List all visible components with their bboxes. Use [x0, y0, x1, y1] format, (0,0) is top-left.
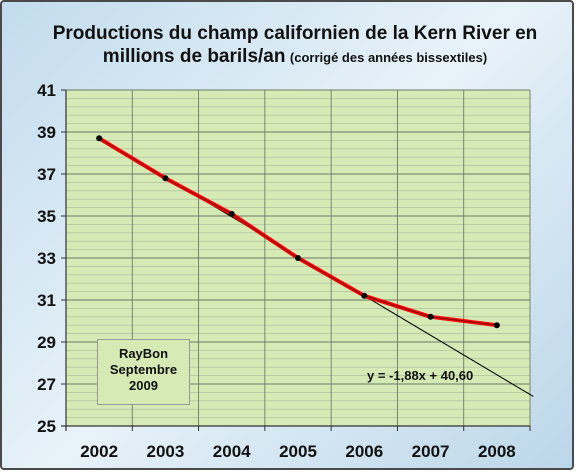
author-annotation: RayBon Septembre 2009 [97, 339, 190, 405]
data-point [427, 313, 434, 320]
x-tick-label: 2002 [80, 442, 118, 461]
y-tick-label: 29 [37, 333, 56, 352]
chart-title-line1: Productions du champ californien de la K… [52, 23, 538, 44]
data-point [493, 322, 500, 329]
annotation-line2: Septembre [109, 362, 178, 377]
data-point [162, 175, 169, 182]
data-point [295, 255, 301, 261]
x-tick-label: 2004 [213, 442, 251, 461]
data-point [228, 210, 235, 217]
x-tick-label: 2005 [279, 442, 317, 461]
y-tick-label: 37 [37, 165, 56, 184]
y-tick-label: 33 [37, 249, 56, 268]
y-tick-label: 39 [37, 123, 56, 142]
annotation-line1: RayBon [118, 346, 169, 361]
y-tick-label: 25 [37, 417, 56, 436]
y-tick-label: 41 [37, 81, 56, 100]
chart-title-line2: millions de barils/an [102, 46, 286, 67]
data-point [96, 135, 103, 142]
chart-title-note: (corrigé des années bissextiles) [289, 50, 488, 65]
y-tick-label: 31 [37, 291, 56, 310]
y-tick-label: 27 [37, 375, 56, 394]
y-tick-label: 35 [37, 207, 56, 226]
x-tick-label: 2006 [345, 442, 383, 461]
data-point [361, 292, 368, 299]
trendline-equation: y = -1,88x + 40,60 [367, 368, 473, 383]
annotation-line3: 2009 [129, 378, 158, 393]
x-tick-label: 2003 [147, 442, 185, 461]
x-tick-label: 2008 [478, 442, 516, 461]
chart-title: Productions du champ californien de la K… [40, 22, 550, 69]
x-tick-label: 2007 [412, 442, 450, 461]
